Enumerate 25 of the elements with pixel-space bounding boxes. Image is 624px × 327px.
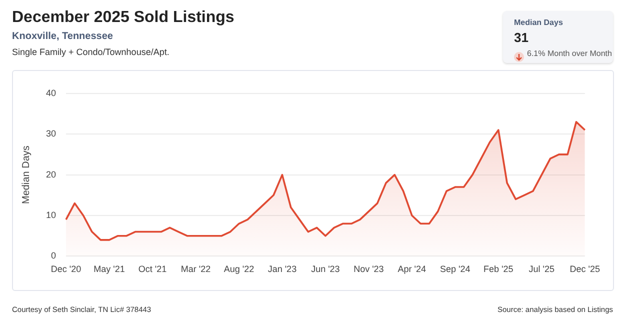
x-tick-label: Sep '24 <box>440 264 470 274</box>
x-tick-label: Dec '20 <box>50 264 82 274</box>
text: 31 <box>514 30 528 45</box>
x-tick-label: May '21 <box>94 264 125 274</box>
y-tick-label: 20 <box>46 169 56 180</box>
text: 6.1% Month over Month <box>527 49 612 58</box>
x-tick-label: Aug '22 <box>224 264 254 274</box>
x-tick-label: Dec '25 <box>570 264 600 274</box>
x-tick-label: Jan '23 <box>268 264 297 274</box>
text: Single Family + Condo/Townhouse/Apt. <box>12 47 170 57</box>
y-axis-title: Median Days <box>20 146 32 204</box>
x-tick-label: Jul '25 <box>528 264 555 274</box>
y-tick-label: 30 <box>46 128 56 139</box>
y-tick-label: 0 <box>50 250 56 261</box>
x-tick-label: Oct '21 <box>138 264 167 274</box>
y-tick-label: 40 <box>46 88 56 98</box>
x-tick-label: Feb '25 <box>484 264 514 274</box>
x-tick-label: Nov '23 <box>354 264 384 274</box>
x-tick-label: Jun '23 <box>311 264 340 274</box>
chart-title: December 2025 Sold Listings <box>12 9 234 27</box>
y-tick-label: 10 <box>46 210 56 220</box>
x-tick-label: Mar '22 <box>180 264 211 274</box>
chart-subtitle: Knoxville, Tennessee <box>12 31 113 42</box>
x-tick-label: Apr '24 <box>398 264 426 274</box>
text: Median Days <box>514 18 563 27</box>
